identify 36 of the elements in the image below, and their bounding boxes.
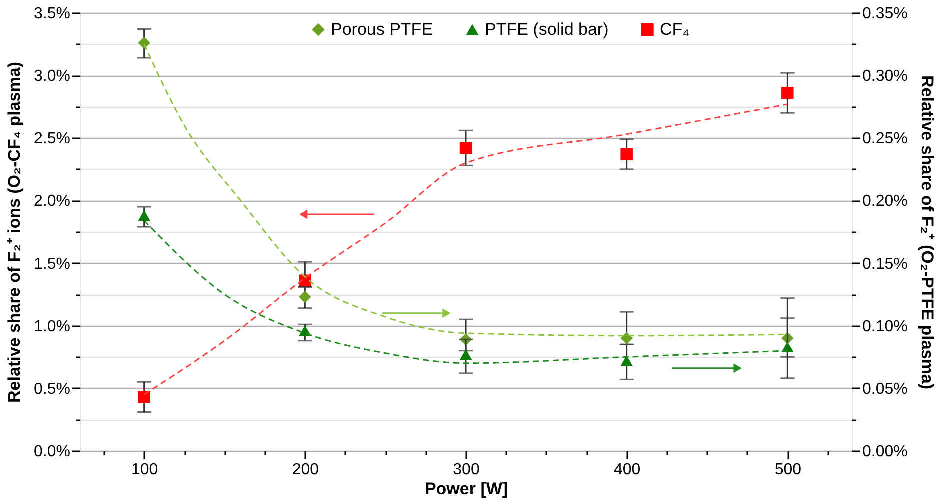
x-tick-label: 500 (774, 462, 802, 478)
legend-label: PTFE (solid bar) (485, 20, 609, 39)
y-tick-label: 3.5% (34, 6, 70, 22)
x-tick-label: 400 (614, 462, 641, 478)
legend-label: CF₄ (660, 20, 690, 39)
point (782, 86, 794, 100)
y2-tick-label: 0.20% (862, 193, 908, 210)
point (138, 210, 150, 222)
y2-tick-label: 0.30% (862, 68, 908, 86)
y2-tick-label: 0.00% (862, 444, 908, 460)
y2-tick-label: 0.10% (862, 318, 908, 336)
x-tick-label: 100 (131, 462, 158, 478)
point (460, 349, 472, 360)
point (138, 391, 150, 404)
y-tick-label: 2.5% (34, 130, 70, 148)
y2-tick-label: 0.15% (862, 256, 908, 273)
y-tick-label: 1.5% (34, 256, 70, 273)
y-tick-label: 3.0% (34, 68, 70, 86)
point (620, 148, 633, 161)
point (299, 290, 312, 304)
legend-label: Porous PTFE (331, 20, 434, 39)
y-tick-label: 0.0% (34, 444, 70, 460)
x-tick-label: 300 (453, 462, 480, 478)
point (620, 332, 633, 344)
point (460, 142, 472, 154)
y2-tick-label: 0.05% (862, 380, 908, 398)
y-tick-label: 2.0% (34, 193, 70, 210)
y2-tick-label: 0.25% (862, 130, 908, 148)
x-axis-title: Power [W] (424, 480, 508, 498)
y-tick-label: 1.0% (34, 318, 70, 336)
y2-axis-title: Relative share of F₂⁺ (O₂-PTFE plasma) (918, 76, 937, 390)
x-tick-label: 200 (292, 462, 320, 478)
point (620, 356, 633, 366)
y2-tick-label: 0.35% (862, 6, 908, 22)
y-axis-title: Relative share of F₂⁺ ions (O₂-CF₄ plasma) (5, 62, 24, 403)
y-tick-label: 0.5% (34, 380, 70, 398)
